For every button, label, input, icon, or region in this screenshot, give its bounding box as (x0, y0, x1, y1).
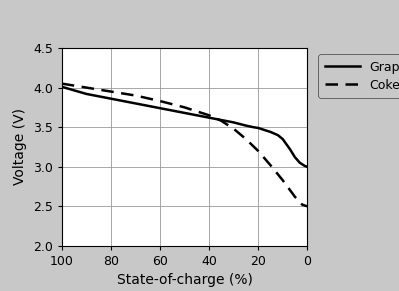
Graphite (243, 124, 248, 127)
Line: Graphite: Graphite (62, 87, 307, 167)
Coke (109, 90, 113, 93)
Graphite (298, 161, 302, 164)
Graphite (292, 155, 297, 159)
Coke (243, 137, 248, 141)
Coke (231, 127, 236, 130)
Legend: Graphite, Coke: Graphite, Coke (318, 54, 399, 98)
Graphite (109, 97, 113, 100)
Graphite (268, 130, 273, 134)
Coke (133, 94, 138, 97)
Coke (207, 113, 211, 117)
Coke (158, 99, 162, 103)
Coke (59, 82, 64, 85)
X-axis label: State-of-charge (%): State-of-charge (%) (117, 274, 253, 288)
Graphite (256, 126, 261, 130)
Coke (182, 106, 187, 109)
Graphite (207, 116, 211, 119)
Coke (268, 164, 273, 167)
Coke (300, 203, 305, 207)
Coke (305, 205, 310, 208)
Coke (84, 86, 89, 89)
Graphite (302, 164, 307, 168)
Graphite (133, 102, 138, 105)
Graphite (59, 85, 64, 88)
Graphite (84, 92, 89, 96)
Graphite (288, 148, 292, 151)
Graphite (280, 137, 285, 141)
Y-axis label: Voltage (V): Voltage (V) (14, 109, 28, 185)
Coke (256, 149, 261, 153)
Graphite (182, 111, 187, 115)
Graphite (158, 107, 162, 110)
Graphite (251, 125, 256, 129)
Graphite (275, 133, 280, 137)
Line: Coke: Coke (62, 84, 307, 206)
Graphite (305, 165, 310, 168)
Graphite (261, 128, 265, 131)
Coke (292, 195, 297, 198)
Coke (219, 119, 224, 123)
Graphite (219, 118, 224, 122)
Coke (280, 178, 285, 182)
Graphite (231, 121, 236, 124)
